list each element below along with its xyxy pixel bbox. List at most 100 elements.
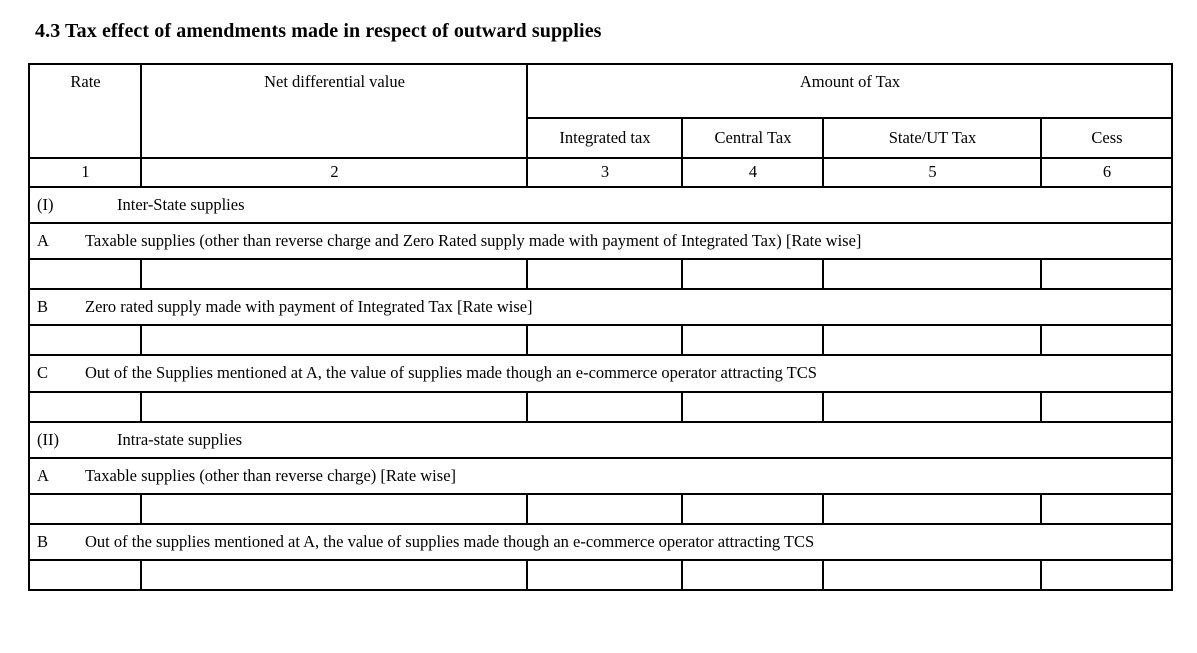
row-tag-inter-state: (I) [37, 194, 54, 214]
input-value-inter-a-rate [30, 260, 140, 288]
row-tag-inter-b: B [37, 297, 49, 317]
input-value-inter-a-cess [1042, 260, 1171, 288]
input-value-intra-a-cess [1042, 495, 1171, 523]
section-row-inter-state: (I) Inter-State supplies [27, 185, 1174, 224]
input-value-inter-a-state-ut-tax [824, 260, 1040, 288]
column-number-2: 2 [330, 162, 339, 182]
input-cell-intra-b-state-ut-tax[interactable] [822, 559, 1042, 592]
input-cell-intra-a-net-value[interactable] [140, 493, 528, 526]
column-number-6: 6 [1102, 162, 1112, 182]
input-row-intra-b [28, 559, 1174, 592]
section-row-intra-b: B Out of the supplies mentioned at A, the… [27, 523, 1174, 562]
column-number-1: 1 [81, 162, 90, 182]
table-column-number-row: 1 2 3 4 5 6 [28, 157, 1174, 188]
input-cell-inter-a-rate[interactable] [28, 258, 142, 291]
input-value-intra-a-rate [30, 495, 140, 523]
input-value-intra-a-state-ut-tax [824, 495, 1040, 523]
input-value-inter-a-central-tax [683, 260, 822, 288]
input-cell-intra-a-rate[interactable] [28, 493, 142, 526]
input-cell-inter-b-rate[interactable] [28, 324, 142, 357]
section-cell-intra-a: A Taxable supplies (other than reverse ch… [27, 456, 1174, 496]
input-cell-inter-c-state-ut-tax[interactable] [822, 390, 1042, 423]
section-cell-inter-b: B Zero rated supply made with payment of … [27, 288, 1174, 327]
input-value-inter-c-integrated-tax [528, 393, 681, 421]
row-label-inter-state: Inter-State supplies [117, 194, 245, 214]
input-value-inter-c-net-value [142, 393, 526, 421]
input-cell-inter-c-cess[interactable] [1039, 390, 1174, 423]
header-label-central-tax: Central Tax [714, 128, 792, 147]
input-cell-inter-c-central-tax[interactable] [681, 390, 824, 423]
table-header-row-sub: Integrated tax Central Tax State/UT Tax … [29, 116, 1174, 160]
header-cell-amount-of-tax: Amount of Tax [525, 63, 1174, 119]
header-label-state-ut-tax: State/UT Tax [888, 128, 977, 147]
input-value-inter-b-cess [1042, 326, 1171, 354]
table-header-row-main: Rate Net differential value Amount of Ta… [28, 62, 1174, 160]
input-value-intra-b-state-ut-tax [824, 561, 1040, 589]
column-number-3: 3 [600, 162, 610, 182]
input-value-inter-a-integrated-tax [528, 260, 681, 288]
input-cell-intra-a-state-ut-tax[interactable] [822, 493, 1042, 526]
input-cell-inter-a-cess[interactable] [1039, 258, 1174, 291]
input-value-inter-c-cess [1042, 393, 1171, 421]
input-value-inter-c-rate [30, 393, 140, 421]
input-cell-inter-a-central-tax[interactable] [681, 258, 824, 291]
column-number-cell-2: 2 [140, 157, 528, 188]
input-cell-intra-b-central-tax[interactable] [681, 559, 824, 592]
section-row-inter-b: B Zero rated supply made with payment of … [27, 288, 1174, 327]
row-tag-intra-state: (II) [37, 429, 59, 449]
input-cell-intra-b-cess[interactable] [1039, 559, 1174, 592]
row-label-intra-a: Taxable supplies (other than reverse cha… [85, 465, 457, 485]
input-cell-inter-c-integrated-tax[interactable] [526, 390, 683, 423]
row-tag-inter-c: C [37, 363, 49, 383]
input-cell-inter-b-state-ut-tax[interactable] [822, 324, 1042, 357]
section-row-inter-a: A Taxable supplies (other than reverse ch… [27, 221, 1174, 261]
column-number-5: 5 [928, 162, 937, 182]
input-cell-inter-c-net-value[interactable] [140, 390, 528, 423]
section-row-intra-state: (II) Intra-state supplies [27, 420, 1174, 459]
input-value-inter-b-central-tax [683, 326, 822, 354]
section-row-intra-a: A Taxable supplies (other than reverse ch… [27, 456, 1174, 496]
input-cell-inter-b-central-tax[interactable] [681, 324, 824, 357]
input-value-intra-a-central-tax [683, 495, 822, 523]
input-cell-inter-b-net-value[interactable] [140, 324, 528, 357]
input-cell-intra-a-cess[interactable] [1039, 493, 1174, 526]
section-cell-inter-a: A Taxable supplies (other than reverse ch… [27, 221, 1174, 261]
row-tag-inter-a: A [37, 230, 49, 250]
header-cell-integrated-tax: Integrated tax [526, 116, 683, 160]
input-row-inter-c [28, 390, 1174, 423]
header-cell-rate: Rate [28, 62, 142, 160]
input-cell-intra-a-integrated-tax[interactable] [526, 493, 683, 526]
column-number-cell-6: 6 [1039, 157, 1174, 188]
input-cell-intra-a-central-tax[interactable] [681, 493, 824, 526]
header-label-net-differential-value: Net differential value [264, 72, 405, 91]
page-title: 4.3 Tax effect of amendments made in res… [35, 20, 602, 42]
input-value-inter-c-central-tax [683, 393, 822, 421]
section-cell-intra-b: B Out of the supplies mentioned at A, the… [27, 523, 1174, 562]
input-cell-inter-a-integrated-tax[interactable] [526, 258, 683, 291]
input-row-inter-a [28, 258, 1174, 291]
column-number-cell-4: 4 [681, 157, 824, 188]
input-value-intra-a-net-value [142, 495, 526, 523]
input-cell-inter-c-rate[interactable] [28, 390, 142, 423]
input-cell-inter-a-state-ut-tax[interactable] [822, 258, 1042, 291]
row-label-inter-b: Zero rated supply made with payment of I… [85, 297, 533, 317]
input-row-inter-b [28, 324, 1174, 357]
column-number-cell-1: 1 [28, 157, 142, 188]
column-number-4: 4 [748, 162, 758, 182]
input-cell-intra-b-integrated-tax[interactable] [526, 559, 683, 592]
input-cell-inter-a-net-value[interactable] [140, 258, 528, 291]
input-cell-intra-b-net-value[interactable] [140, 559, 528, 592]
input-cell-inter-b-cess[interactable] [1039, 324, 1174, 357]
input-cell-inter-b-integrated-tax[interactable] [526, 324, 683, 357]
section-cell-inter-c: C Out of the Supplies mentioned at A, the… [27, 354, 1174, 393]
input-value-intra-b-rate [30, 561, 140, 589]
row-label-inter-c: Out of the Supplies mentioned at A, the … [85, 363, 817, 383]
row-label-inter-a: Taxable supplies (other than reverse cha… [85, 230, 862, 250]
header-label-amount-of-tax: Amount of Tax [799, 72, 901, 91]
input-value-intra-b-central-tax [683, 561, 822, 589]
input-value-intra-a-integrated-tax [528, 495, 681, 523]
input-cell-intra-b-rate[interactable] [28, 559, 142, 592]
column-number-cell-5: 5 [822, 157, 1042, 188]
input-value-inter-b-integrated-tax [528, 326, 681, 354]
